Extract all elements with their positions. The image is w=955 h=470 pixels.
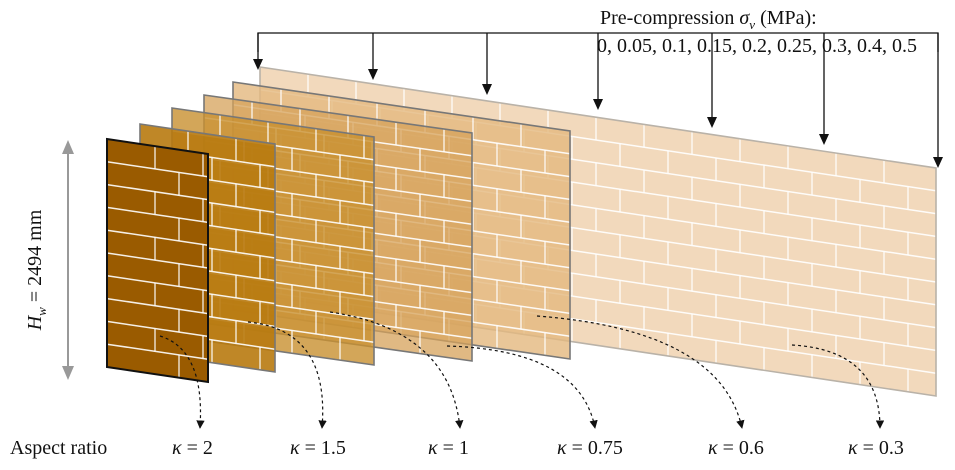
- kappa-label-6: κ = 0.3: [848, 437, 904, 459]
- kappa-leader-6: [791, 344, 885, 429]
- load-arrow-head: [482, 84, 492, 95]
- height-dimension-arrow: [62, 140, 74, 380]
- kappa-label-2: κ = 1.5: [290, 437, 346, 459]
- kappa-leader-4: [446, 345, 598, 429]
- kappa-leader-5: [536, 315, 745, 429]
- load-arrow-head: [819, 134, 829, 145]
- kappa-label-1: κ = 2: [172, 437, 213, 459]
- precompression-values: 0, 0.05, 0.1, 0.15, 0.2, 0.25, 0.3, 0.4,…: [597, 35, 917, 57]
- precompression-arrows: [253, 33, 943, 168]
- kappa-label-5: κ = 0.6: [708, 437, 764, 459]
- load-arrow-head: [933, 157, 943, 168]
- load-arrow-head: [368, 69, 378, 80]
- load-arrow-head: [707, 117, 717, 128]
- kappa-label-4: κ = 0.75: [557, 437, 623, 459]
- load-arrow-head: [253, 59, 263, 70]
- wall-kappa-2: [106, 137, 209, 384]
- kappa-leader-2: [247, 321, 327, 429]
- wall-panels: [106, 66, 937, 397]
- sigma-symbol: σ: [739, 7, 750, 29]
- load-arrow-head: [593, 99, 603, 110]
- aspect-ratio-label: Aspect ratio: [10, 437, 108, 459]
- precompression-title: Pre-compression σv (MPa):: [600, 7, 817, 32]
- kappa-leader-lines: [159, 311, 885, 429]
- height-label: Hw = 2494 mm: [24, 209, 49, 331]
- kappa-leader-1: [159, 335, 205, 429]
- kappa-label-3: κ = 1: [428, 437, 469, 459]
